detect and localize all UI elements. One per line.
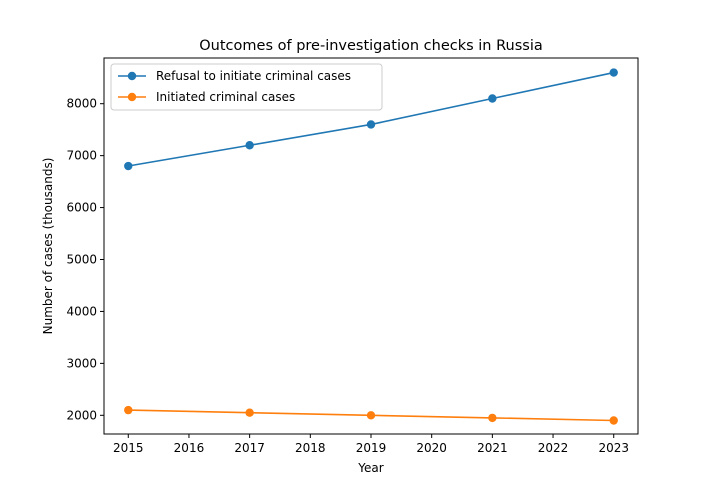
- legend-marker: [127, 92, 137, 102]
- x-tick-label: 2023: [598, 441, 629, 455]
- x-tick-label: 2015: [113, 441, 144, 455]
- y-tick-label: 4000: [66, 304, 97, 318]
- legend-box: [110, 63, 383, 111]
- legend-marker: [127, 71, 137, 81]
- x-tick-label: 2019: [356, 441, 387, 455]
- y-tick-label: 3000: [66, 356, 97, 370]
- legend: Refusal to initiate criminal cases Initia…: [110, 63, 383, 111]
- data-point: [609, 68, 618, 77]
- y-axis: 2000 3000 4000 5000 6000 7000 8000: [66, 97, 104, 422]
- x-tick-label: 2018: [295, 441, 326, 455]
- x-tick-label: 2016: [174, 441, 205, 455]
- data-point: [245, 408, 254, 417]
- data-point: [366, 411, 376, 420]
- x-tick-label: 2021: [477, 441, 508, 455]
- x-axis-label: Year: [357, 461, 383, 475]
- data-point: [609, 416, 618, 425]
- legend-label: Initiated criminal cases: [156, 90, 295, 104]
- series-layer: [124, 68, 618, 425]
- x-tick-label: 2017: [234, 441, 265, 455]
- y-axis-label: Number of cases (thousands): [41, 158, 55, 335]
- x-tick-label: 2022: [538, 441, 569, 455]
- data-point: [366, 120, 376, 129]
- x-axis: 2015 2016 2017 2018 2019 2020 2021 2022 2023: [113, 434, 629, 455]
- data-point: [488, 94, 497, 103]
- data-point: [124, 405, 133, 415]
- x-tick-label: 2020: [416, 441, 447, 455]
- data-point: [245, 141, 254, 150]
- chart-title: Outcomes of pre-investigation checks in …: [199, 38, 542, 54]
- y-tick-label: 6000: [66, 201, 97, 215]
- legend-label: Refusal to initiate criminal cases: [156, 69, 351, 83]
- data-point: [124, 161, 133, 171]
- y-tick-label: 2000: [66, 408, 97, 422]
- y-tick-label: 8000: [66, 97, 97, 111]
- y-tick-label: 7000: [66, 149, 97, 163]
- y-tick-label: 5000: [66, 253, 97, 267]
- data-point: [488, 413, 497, 423]
